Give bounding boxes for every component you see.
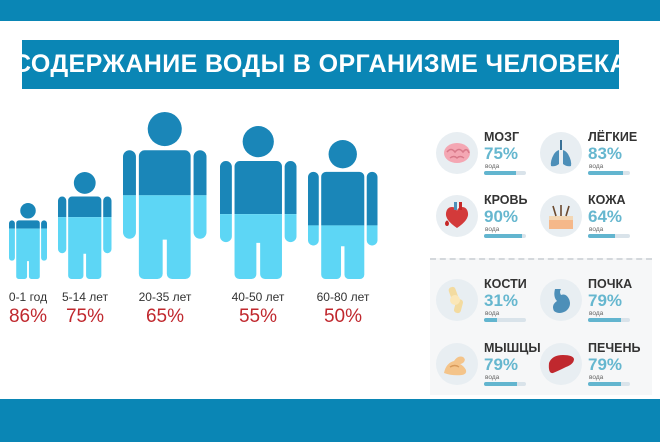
bone-joint-icon [436,279,478,321]
page-title: СОДЕРЖАНИЕ ВОДЫ В ОРГАНИЗМЕ ЧЕЛОВЕКА [12,50,629,78]
organ-water-bar-fill [484,171,516,175]
organ-water-bar [484,318,526,322]
person-figure [219,126,297,279]
organ-water-bar-fill [588,234,615,238]
organ-water-value: 75% [484,144,519,163]
organ-water-bar [484,234,526,238]
person-head [74,172,96,194]
organ-water-bar [588,318,630,322]
body-water-part [9,228,48,279]
organ-water-bar [484,382,526,386]
organ-water-bar-fill [484,234,522,238]
person-figure [9,203,48,279]
body-water-part [123,195,207,280]
organ-item: МЫШЦЫ 79% вода [436,341,544,401]
organ-water-label: вода [485,374,500,381]
organ-water-label: вода [485,163,500,170]
body-water-part [308,225,378,280]
water-percent: 75% [65,306,105,327]
organ-name: ПЕЧЕНЬ [588,341,641,355]
organ-water-label: вода [589,163,604,170]
body-dry-part [9,220,48,229]
organ-name: ЛЁГКИЕ [588,130,638,144]
kidney-stomach-icon [540,279,582,321]
body-water-part [219,214,297,279]
person-head [20,203,36,219]
person-figure [58,172,112,280]
person-figure [123,112,207,280]
organ-name: МОЗГ [484,130,520,144]
bottom-banner-strip [0,399,660,442]
person-head [242,126,274,158]
organ-water-label: вода [589,310,604,317]
organ-water-label: вода [485,310,500,317]
age-label: 20-35 лет [138,290,192,304]
organ-water-value: 31% [484,291,519,310]
organ-item: КРОВЬ 90% вода [436,193,544,253]
top-banner-strip [0,0,660,21]
organ-water-bar-fill [484,382,518,386]
title-banner: СОДЕРЖАНИЕ ВОДЫ В ОРГАНИЗМЕ ЧЕЛОВЕКА [13,40,628,89]
organ-water-value: 79% [588,355,623,374]
water-percent: 50% [323,306,363,327]
organ-water-bar [588,382,630,386]
organ-water-label: вода [485,226,500,233]
organ-water-label: вода [589,226,604,233]
muscle-arm-icon [436,343,478,385]
body-water-part [58,217,112,280]
brain-icon [436,132,478,174]
organ-water-value: 90% [484,207,519,226]
person-figure [308,140,378,280]
heart-blood-icon [436,195,478,237]
organ-name: КРОВЬ [484,193,528,207]
organ-water-bar [588,171,630,175]
person-head [147,112,183,147]
organ-water-bar-fill [484,318,498,322]
organ-item: КОЖА 64% вода [540,193,648,253]
skin-hair-icon [540,195,582,237]
organ-water-bar-fill [588,382,622,386]
organ-water-bar-fill [588,171,623,175]
organ-water-value: 79% [484,355,519,374]
organ-name: МЫШЦЫ [484,341,541,355]
organ-item: ПЕЧЕНЬ 79% вода [540,341,648,401]
organ-item: ПОЧКА 79% вода [540,277,648,337]
organ-water-bar [484,171,526,175]
organ-water-value: 83% [588,144,623,163]
organ-water-value: 64% [588,207,623,226]
organ-name: ПОЧКА [588,277,633,291]
organ-item: КОСТИ 31% вода [436,277,544,337]
age-label: 60-80 лет [316,290,370,304]
lungs-icon [540,132,582,174]
organ-name: КОЖА [588,193,626,207]
organ-name: КОСТИ [484,277,527,291]
water-percent: 86% [8,306,48,327]
organ-water-bar-fill [588,318,622,322]
age-label: 0-1 год [8,290,48,304]
organ-water-label: вода [589,374,604,381]
water-percent: 65% [145,306,185,327]
age-label: 5-14 лет [61,290,109,304]
body-dry-part [58,196,112,218]
organ-water-bar [588,234,630,238]
person-head [328,140,358,169]
age-label: 40-50 лет [231,290,285,304]
organ-water-value: 79% [588,291,623,310]
water-percent: 55% [238,306,278,327]
organ-item: МОЗГ 75% вода [436,130,544,190]
liver-icon [540,343,582,385]
organ-item: ЛЁГКИЕ 83% вода [540,130,648,190]
